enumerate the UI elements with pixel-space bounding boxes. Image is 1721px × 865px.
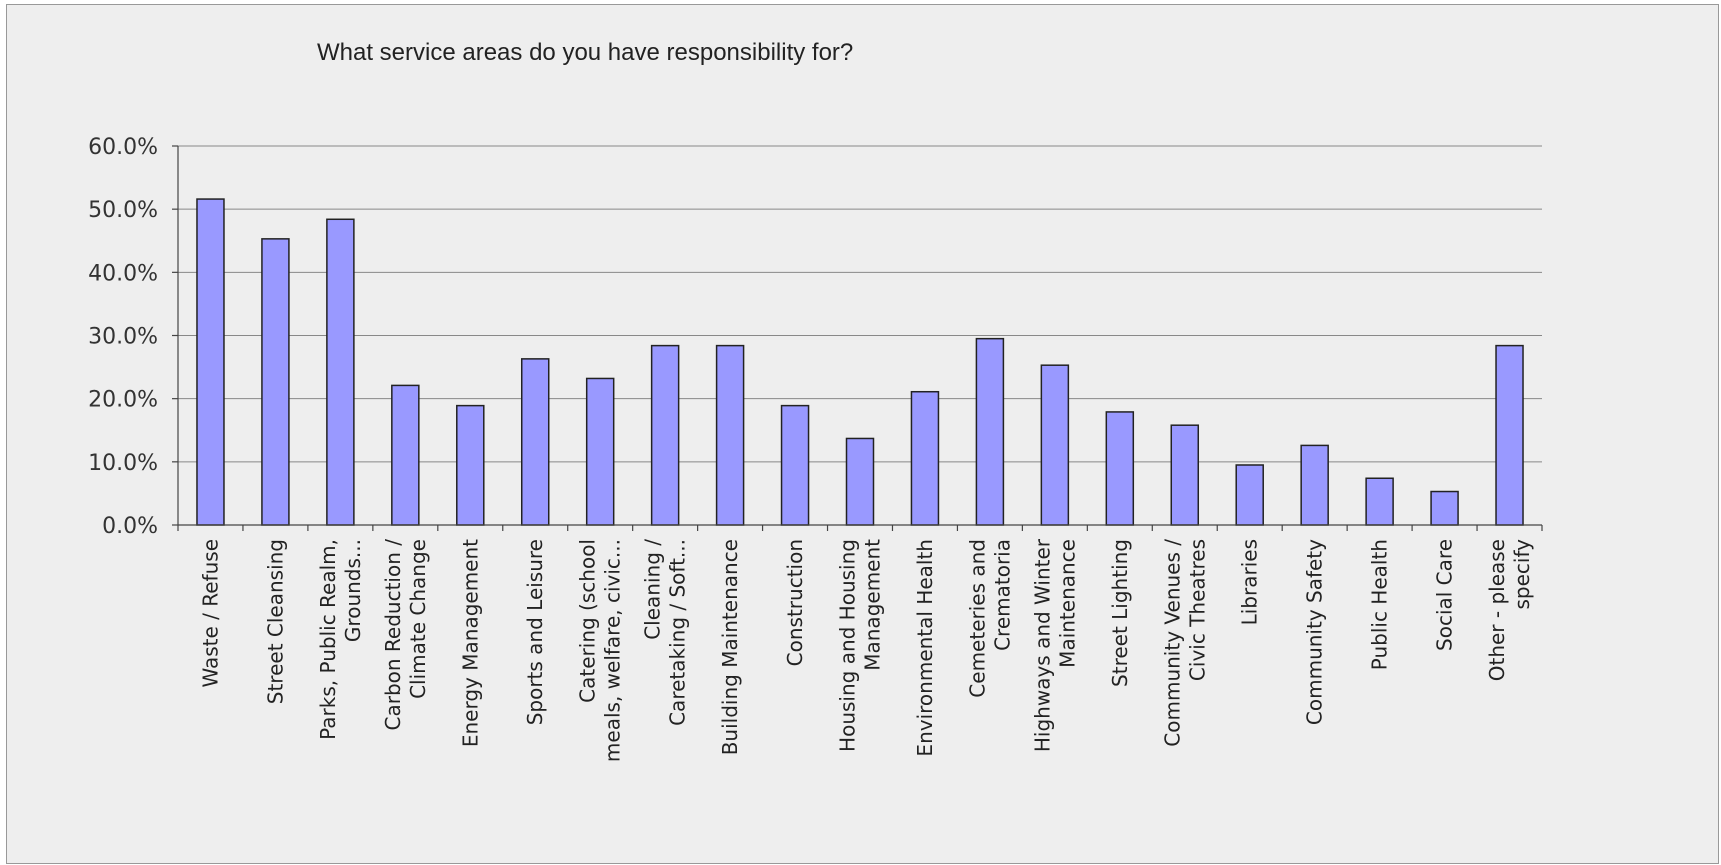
y-tick-label: 50.0% (88, 198, 158, 223)
bar (1105, 411, 1135, 526)
x-tick-label: Libraries (1238, 539, 1262, 625)
bar (780, 404, 810, 526)
x-tick-label: Public Health (1368, 539, 1392, 670)
bar (196, 198, 225, 526)
x-tick-label: Waste / Refuse (198, 539, 222, 688)
bar (261, 238, 290, 526)
bar (1365, 477, 1394, 526)
x-tick-label: Street Lighting (1108, 539, 1132, 687)
x-tick-label: Highways and WinterMaintenance (1030, 538, 1079, 752)
bar (1300, 444, 1329, 526)
bar (326, 218, 355, 526)
bar (1170, 424, 1200, 526)
bar (1430, 490, 1459, 526)
bar (1040, 364, 1070, 526)
y-axis-ticks: 0.0% 10.0% 20.0% 30.0% 40.0% 50.0% 60.0% (88, 135, 178, 539)
bar (975, 337, 1005, 526)
y-tick-label: 60.0% (88, 135, 158, 160)
x-tick-label: Parks, Public Realm,Grounds... (316, 539, 365, 740)
x-tick-label: Environmental Health (913, 539, 937, 757)
chart-title: What service areas do you have responsib… (317, 39, 853, 66)
bar (910, 390, 940, 526)
x-tick-label: Community Venues /Civic Theatres (1160, 539, 1209, 747)
x-tick-label: Carbon Reduction /Climate Change (381, 539, 430, 731)
y-tick-label: 30.0% (88, 325, 158, 350)
x-tick-label: Cemeteries andCrematoria (965, 539, 1014, 698)
y-tick-label: 20.0% (88, 388, 158, 413)
y-tick-label: 10.0% (88, 451, 158, 476)
x-axis-ticks: Waste / Refuse Street Cleansing Parks, Pub… (198, 538, 1534, 762)
y-tick-label: 0.0% (102, 514, 158, 539)
bar (520, 358, 550, 526)
x-tick-label: Street Cleansing (263, 539, 287, 704)
bar (845, 437, 875, 526)
bar-chart: What service areas do you have responsib… (88, 39, 1543, 762)
x-tick-label: Housing and HousingManagement (836, 539, 885, 752)
x-tick-label: Construction (783, 539, 807, 666)
bar (391, 384, 420, 526)
x-tick-label: Cleaning /Caretaking / Soft... (641, 539, 690, 726)
y-tick-label: 40.0% (88, 261, 158, 286)
x-tick-label: Community Safety (1303, 539, 1327, 725)
bar (715, 344, 745, 526)
bar (1495, 344, 1524, 526)
bar (456, 404, 485, 526)
x-tick-label: Other - pleasespecify (1485, 539, 1534, 681)
chart-frame: What service areas do you have responsib… (6, 4, 1719, 864)
x-tick-label: Social Care (1433, 539, 1457, 651)
bar (585, 377, 615, 526)
x-tick-label: Building Maintenance (718, 539, 742, 755)
x-tick-label: Sports and Leisure (523, 539, 547, 725)
x-tick-label: Energy Management (458, 539, 482, 747)
bar (650, 344, 680, 526)
bars (196, 198, 1524, 526)
bar (1235, 464, 1264, 526)
x-tick-label: Catering (schoolmeals, welfare, civic... (576, 539, 625, 762)
